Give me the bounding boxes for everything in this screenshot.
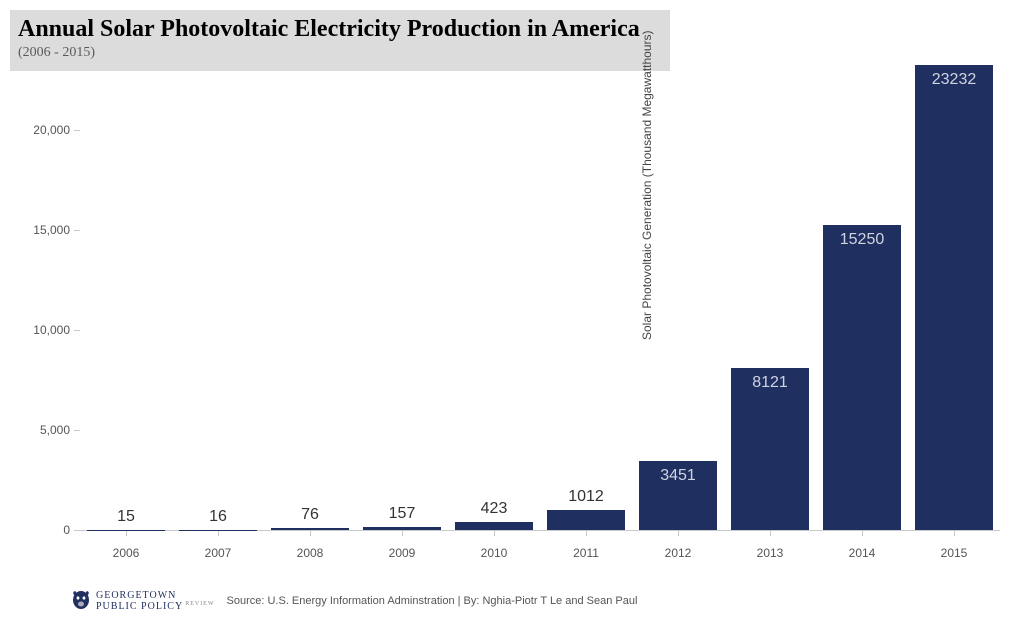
- y-tick-label: 5,000: [40, 423, 70, 437]
- georgetown-logo: GEORGETOWN PUBLIC POLICYREVIEW: [70, 588, 215, 614]
- x-tick-label: 2015: [941, 546, 968, 560]
- bulldog-icon: [70, 588, 92, 614]
- y-tick-label: 0: [63, 523, 70, 537]
- bar: [179, 530, 256, 531]
- x-tick: [862, 530, 863, 536]
- y-tick-label: 20,000: [33, 123, 70, 137]
- y-tick-label: 15,000: [33, 223, 70, 237]
- bar-value-label: 8121: [752, 374, 788, 392]
- bar-value-label: 16: [209, 508, 227, 526]
- bar: [271, 528, 348, 530]
- x-tick: [770, 530, 771, 536]
- x-tick: [586, 530, 587, 536]
- y-tick-label: 10,000: [33, 323, 70, 337]
- bar: [547, 510, 624, 530]
- x-tick: [402, 530, 403, 536]
- bar: [455, 522, 532, 530]
- bar-value-label: 423: [481, 500, 508, 518]
- bar-value-label: 23232: [932, 71, 977, 89]
- y-tick: [74, 330, 80, 331]
- bar: [823, 225, 900, 530]
- source-text: Source: U.S. Energy Information Adminstr…: [227, 595, 638, 607]
- y-tick: [74, 130, 80, 131]
- bar: [731, 368, 808, 530]
- bar-value-label: 15: [117, 508, 135, 526]
- x-tick-label: 2009: [389, 546, 416, 560]
- footer: GEORGETOWN PUBLIC POLICYREVIEW Source: U…: [70, 588, 637, 614]
- x-tick: [954, 530, 955, 536]
- x-tick-label: 2014: [849, 546, 876, 560]
- x-tick-label: 2006: [113, 546, 140, 560]
- bar-value-label: 76: [301, 506, 319, 524]
- logo-line1: GEORGETOWN: [96, 591, 215, 601]
- y-axis-title: Solar Photovoltaic Generation (Thousand …: [640, 30, 654, 340]
- x-tick: [310, 530, 311, 536]
- x-tick-label: 2008: [297, 546, 324, 560]
- bar-value-label: 15250: [840, 231, 885, 249]
- x-tick-label: 2010: [481, 546, 508, 560]
- x-tick-label: 2007: [205, 546, 232, 560]
- x-tick: [126, 530, 127, 536]
- bar-value-label: 3451: [660, 467, 696, 485]
- bar-value-label: 157: [389, 505, 416, 523]
- chart-area: 0 5,000 10,000 15,000 20,000 2006 15 2007 16 2008…: [30, 30, 1000, 560]
- y-tick: [74, 530, 80, 531]
- logo-review: REVIEW: [185, 601, 214, 607]
- y-tick: [74, 230, 80, 231]
- x-tick: [218, 530, 219, 536]
- x-tick-label: 2012: [665, 546, 692, 560]
- x-tick-label: 2011: [573, 546, 599, 560]
- x-tick-label: 2013: [757, 546, 784, 560]
- x-tick: [678, 530, 679, 536]
- logo-line2: PUBLIC POLICY: [96, 601, 183, 612]
- y-tick: [74, 430, 80, 431]
- bar: [87, 530, 164, 531]
- plot-area: 0 5,000 10,000 15,000 20,000 2006 15 2007 16 2008…: [30, 30, 1000, 560]
- bar: [363, 527, 440, 530]
- x-tick: [494, 530, 495, 536]
- bar-value-label: 1012: [568, 488, 604, 506]
- bar: [915, 65, 992, 530]
